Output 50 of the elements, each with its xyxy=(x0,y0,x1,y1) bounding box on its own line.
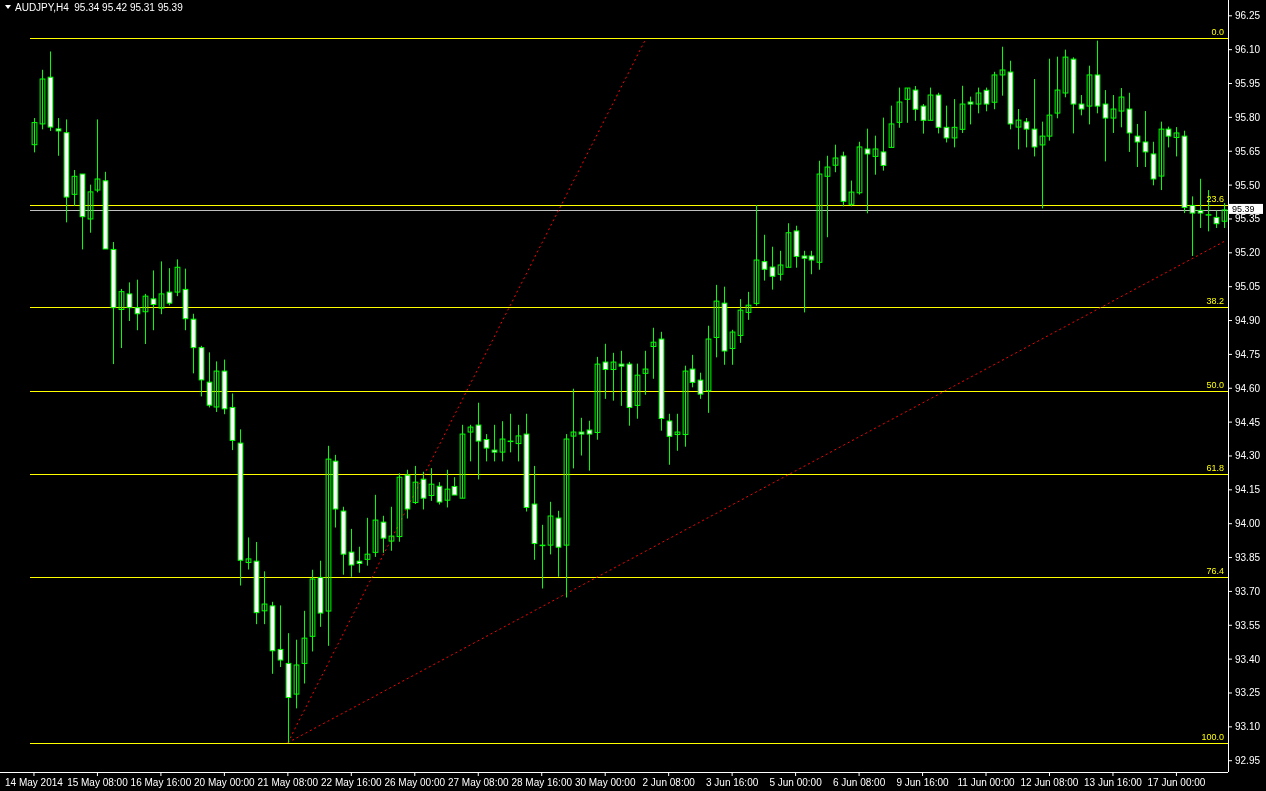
y-tick-label: 93.25 xyxy=(1235,687,1261,699)
x-tick-label: 9 Jun 16:00 xyxy=(896,777,950,788)
x-tick-label: 5 Jun 00:00 xyxy=(769,777,823,788)
ref-line-label: 95.39 xyxy=(1232,204,1255,215)
annotation: 38.2 xyxy=(1206,296,1224,307)
x-tick-label: 28 May 16:00 xyxy=(511,777,573,788)
x-tick-label: 2 Jun 08:00 xyxy=(642,777,696,788)
y-tick-label: 92.95 xyxy=(1235,755,1261,767)
y-tick-label: 95.05 xyxy=(1235,281,1261,293)
x-tick-label: 16 May 16:00 xyxy=(130,777,192,788)
x-tick-label: 27 May 08:00 xyxy=(447,777,509,788)
x-tick-label: 17 Jun 00:00 xyxy=(1147,777,1206,788)
y-tick-label: 94.00 xyxy=(1235,518,1261,530)
y-tick-label: 94.15 xyxy=(1235,484,1261,496)
y-tick-label: 93.40 xyxy=(1235,653,1261,665)
x-tick-label: 12 Jun 08:00 xyxy=(1020,777,1079,788)
y-tick-label: 93.85 xyxy=(1235,552,1261,564)
y-tick-label: 94.90 xyxy=(1235,315,1261,327)
y-tick-label: 93.10 xyxy=(1235,721,1261,733)
x-tick-label: 3 Jun 16:00 xyxy=(706,777,759,788)
x-tick-label: 6 Jun 08:00 xyxy=(832,777,886,788)
y-tick-label: 95.80 xyxy=(1235,111,1261,123)
y-tick-label: 95.20 xyxy=(1235,247,1261,259)
y-tick-label: 94.30 xyxy=(1235,450,1261,462)
y-tick-label: 95.95 xyxy=(1235,78,1261,90)
x-tick-label: 15 May 08:00 xyxy=(67,777,129,788)
y-tick-label: 94.60 xyxy=(1235,382,1261,394)
y-tick-label: 93.55 xyxy=(1235,619,1261,631)
annotation: 61.8 xyxy=(1206,462,1224,473)
annotation: 0.0 xyxy=(1211,27,1224,38)
x-tick-label: 30 May 00:00 xyxy=(574,777,636,788)
y-tick-label: 96.10 xyxy=(1235,44,1261,56)
x-tick-label: 20 May 00:00 xyxy=(194,777,256,788)
annotation: 100.0 xyxy=(1201,731,1224,742)
x-tick-label: 14 May 2014 xyxy=(5,777,64,788)
x-tick-label: 13 Jun 16:00 xyxy=(1084,777,1143,788)
x-tick-label: 26 May 00:00 xyxy=(384,777,446,788)
y-tick-label: 95.35 xyxy=(1235,213,1261,225)
y-tick-label: 93.70 xyxy=(1235,585,1261,597)
chart-title: AUDJPY,H4 95.34 95.42 95.31 95.39 xyxy=(15,2,184,13)
x-tick-label: 11 Jun 00:00 xyxy=(957,777,1015,788)
x-tick-label: 22 May 16:00 xyxy=(321,777,383,788)
annotation: 76.4 xyxy=(1206,565,1224,576)
y-tick-label: 95.65 xyxy=(1235,145,1261,157)
y-tick-label: 94.75 xyxy=(1235,348,1261,360)
annotation: 50.0 xyxy=(1206,379,1224,390)
y-tick-label: 95.50 xyxy=(1235,179,1261,191)
x-tick-label: 21 May 08:00 xyxy=(257,777,319,788)
y-tick-label: 96.25 xyxy=(1235,10,1261,22)
y-tick-label: 94.45 xyxy=(1235,416,1261,428)
